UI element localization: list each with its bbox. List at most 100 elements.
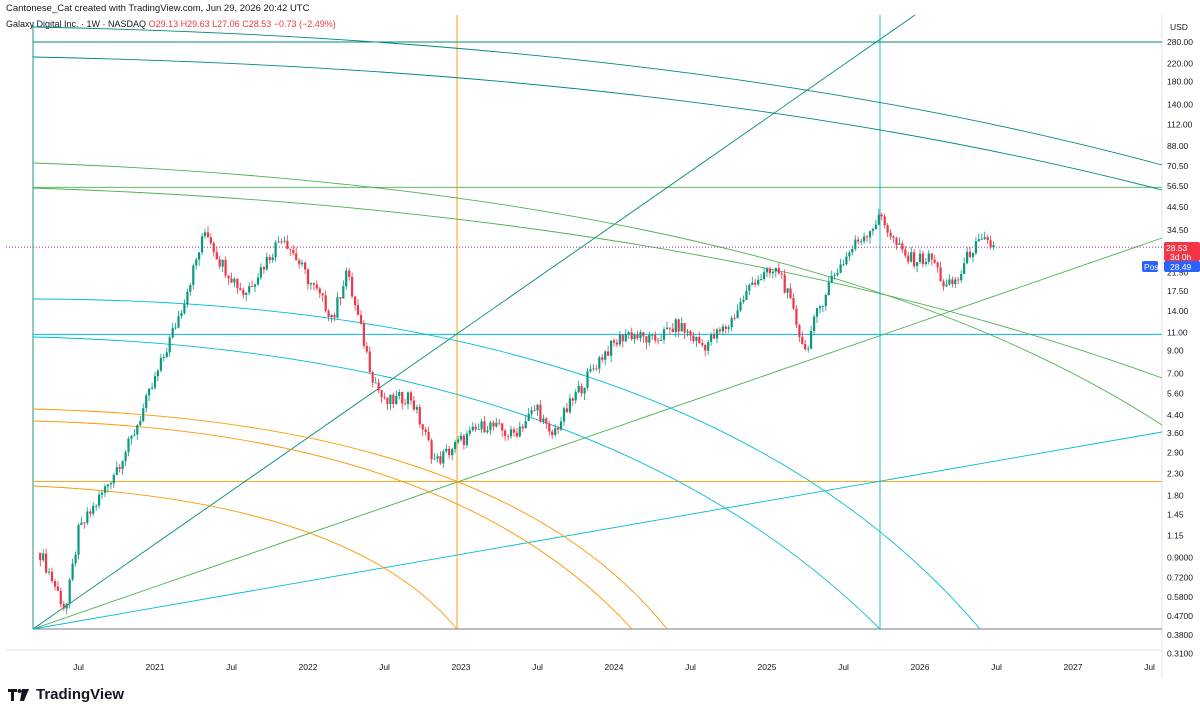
candle-217 bbox=[677, 318, 680, 337]
candle-body-97 bbox=[324, 295, 327, 311]
post-market-price-badge bbox=[1164, 261, 1200, 272]
candle-174 bbox=[551, 429, 554, 439]
candle-body-7 bbox=[59, 590, 62, 605]
candle-16 bbox=[86, 507, 89, 526]
candle-body-316 bbox=[968, 251, 972, 258]
candle-body-115 bbox=[377, 382, 380, 391]
candle-302 bbox=[927, 250, 930, 265]
candle-168 bbox=[533, 405, 536, 412]
candle-body-294 bbox=[904, 249, 907, 256]
candle-body-207 bbox=[648, 334, 651, 343]
candle-body-131 bbox=[424, 429, 427, 432]
candle-11 bbox=[71, 558, 74, 582]
candle-265 bbox=[818, 305, 822, 314]
candle-body-153 bbox=[489, 422, 492, 431]
candle-body-72 bbox=[251, 286, 254, 287]
candle-body-288 bbox=[886, 225, 889, 233]
time-axis[interactable]: Jul 2021 Jul 2022 Jul 2023 Jul 2024 Jul 2025 Jul 20… bbox=[73, 662, 1155, 672]
candle-156 bbox=[498, 419, 501, 426]
candle-318 bbox=[974, 237, 977, 256]
candle-79 bbox=[271, 253, 274, 263]
footer-brand: TradingView bbox=[36, 686, 125, 703]
candle-52 bbox=[192, 263, 195, 290]
candle-body-281 bbox=[865, 236, 869, 238]
candle-103 bbox=[342, 280, 345, 299]
candle-body-52 bbox=[192, 265, 195, 286]
currency-label: USD bbox=[1170, 22, 1188, 32]
candle-body-57 bbox=[206, 232, 210, 238]
candle-body-286 bbox=[880, 214, 883, 217]
candle-289 bbox=[889, 229, 892, 240]
candle-39 bbox=[153, 372, 157, 390]
candle-body-113 bbox=[371, 372, 374, 383]
candle-301 bbox=[924, 257, 927, 267]
candle-150 bbox=[480, 418, 483, 434]
candle-body-282 bbox=[868, 230, 872, 238]
price-tick-6: 70.50 bbox=[1167, 161, 1189, 171]
candle-182 bbox=[574, 389, 577, 404]
candle-body-295 bbox=[907, 255, 910, 262]
candle-139 bbox=[448, 445, 451, 459]
candle-body-193 bbox=[607, 351, 610, 356]
candle-227 bbox=[707, 339, 710, 355]
candle-body-195 bbox=[612, 340, 616, 343]
candle-29 bbox=[124, 450, 127, 466]
drawing-layer bbox=[6, 14, 1163, 630]
candle-body-155 bbox=[495, 422, 498, 427]
candle-255 bbox=[789, 283, 792, 299]
candle-body-9 bbox=[65, 603, 68, 609]
candle-145 bbox=[465, 430, 468, 449]
candle-body-234 bbox=[727, 327, 730, 329]
candle-body-122 bbox=[398, 392, 401, 396]
candle-body-117 bbox=[383, 397, 386, 398]
candle-272 bbox=[839, 258, 842, 274]
candle-94 bbox=[315, 280, 318, 291]
candle-20 bbox=[98, 491, 101, 509]
footer: TradingView bbox=[8, 686, 124, 703]
candle-203 bbox=[636, 330, 639, 341]
candle-body-150 bbox=[480, 421, 483, 430]
candle-body-321 bbox=[983, 237, 986, 240]
candle-body-210 bbox=[657, 340, 660, 342]
candle-108 bbox=[356, 299, 360, 316]
candle-body-111 bbox=[365, 346, 368, 352]
candle-body-223 bbox=[695, 336, 698, 341]
candle-body-146 bbox=[468, 430, 471, 434]
candle-175 bbox=[554, 424, 557, 438]
candle-body-152 bbox=[486, 430, 489, 433]
candle-277 bbox=[854, 235, 857, 252]
candle-body-216 bbox=[674, 319, 677, 333]
candle-body-240 bbox=[745, 290, 748, 300]
candle-83 bbox=[283, 236, 286, 244]
time-tick-7: 2024 bbox=[605, 662, 624, 672]
candle-90 bbox=[304, 261, 307, 275]
candle-body-300 bbox=[921, 253, 924, 265]
candle-body-112 bbox=[368, 351, 371, 373]
candle-192 bbox=[604, 350, 607, 365]
candle-body-106 bbox=[351, 276, 354, 297]
price-tick-9: 34.50 bbox=[1167, 225, 1189, 235]
candle-97 bbox=[324, 290, 327, 313]
candle-276 bbox=[851, 245, 854, 256]
candle-258 bbox=[798, 323, 801, 342]
candle-114 bbox=[374, 376, 377, 384]
candle-body-317 bbox=[971, 253, 975, 258]
candle-body-266 bbox=[821, 305, 824, 307]
candle-23 bbox=[106, 484, 109, 493]
candle-body-247 bbox=[765, 268, 769, 273]
candle-160 bbox=[509, 425, 513, 439]
symbol-name[interactable]: Galaxy Digital Inc. · 1W · NASDAQ bbox=[6, 19, 147, 29]
candle-54 bbox=[198, 252, 201, 266]
candle-6 bbox=[56, 581, 59, 592]
candle-body-147 bbox=[471, 426, 474, 431]
price-axis[interactable]: 280.00 220.00 180.00 140.00 112.00 88.00 70.50… bbox=[1167, 37, 1193, 658]
arc-teal-inner bbox=[32, 56, 1163, 191]
candle-313 bbox=[960, 270, 963, 283]
candle-211 bbox=[660, 334, 663, 342]
candle-56 bbox=[203, 228, 207, 239]
candle-194 bbox=[610, 340, 613, 363]
candle-body-104 bbox=[345, 270, 348, 287]
candle-body-124 bbox=[404, 403, 407, 405]
candle-154 bbox=[492, 420, 495, 431]
